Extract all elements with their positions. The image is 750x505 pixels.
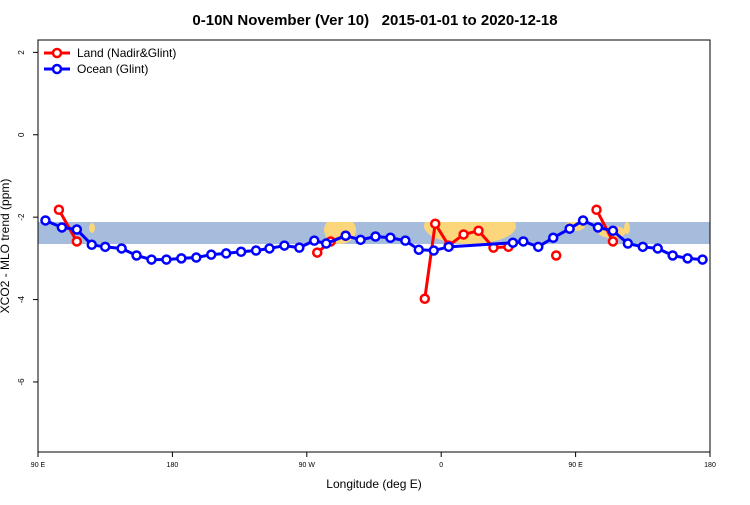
legend-swatch-point (51, 47, 63, 59)
data-point (116, 243, 127, 254)
data-point (652, 243, 663, 254)
data-point (235, 246, 247, 258)
data-point (131, 250, 142, 261)
x-tick-label: 90 W (299, 462, 316, 469)
data-point (161, 254, 172, 265)
chart-title: 0-10N November (Ver 10) 2015-01-01 to 20… (192, 12, 557, 29)
data-point (607, 236, 619, 247)
data-point (71, 236, 83, 247)
data-point (250, 245, 262, 256)
data-point (99, 241, 111, 253)
legend-label: Land (Nadir&Glint) (77, 46, 176, 60)
data-point (294, 242, 305, 253)
data-point (518, 236, 529, 247)
data-point (428, 245, 439, 256)
x-tick-label: 90 E (568, 462, 583, 469)
data-point (607, 225, 619, 237)
legend-label: Ocean (Glint) (77, 62, 148, 76)
data-point (355, 234, 366, 246)
data-point (146, 254, 157, 265)
data-point (370, 231, 381, 242)
data-point (279, 240, 290, 251)
data-point (547, 232, 559, 244)
data-point (413, 244, 425, 255)
data-point (637, 241, 649, 253)
y-axis-label: XCO2 - MLO trend (ppm) (0, 179, 12, 314)
plot-frame (37, 39, 711, 453)
y-tick-label: -4 (17, 295, 26, 303)
data-point (40, 215, 51, 226)
data-point (53, 204, 65, 215)
x-tick-label: 90 E (31, 462, 46, 469)
data-point (507, 237, 519, 248)
x-tick-label: 180 (167, 462, 179, 469)
data-point (312, 247, 323, 258)
data-point (473, 225, 484, 237)
data-point (697, 254, 708, 265)
data-point (320, 238, 332, 249)
data-point (682, 253, 693, 264)
data-point (443, 241, 454, 253)
x-axis-label: Longitude (deg E) (326, 477, 421, 491)
data-point (309, 235, 320, 246)
data-point (56, 222, 68, 233)
data-point (419, 293, 431, 304)
y-tick-label: -6 (17, 378, 26, 386)
data-point (205, 249, 217, 260)
data-point (622, 238, 634, 249)
data-point (385, 232, 396, 244)
data-point (176, 253, 187, 264)
y-tick-label: -2 (17, 213, 26, 221)
data-point (577, 215, 589, 226)
data-point (264, 243, 275, 254)
map-strip (0, 0, 750, 244)
data-point (71, 224, 83, 235)
data-point (667, 250, 678, 261)
data-point (429, 218, 441, 230)
data-point (591, 204, 602, 215)
data-point (550, 250, 562, 261)
data-point (592, 222, 604, 233)
data-point (86, 239, 98, 251)
data-point (400, 235, 411, 246)
x-tick-label: 180 (704, 462, 716, 469)
y-tick-label: 0 (17, 132, 26, 137)
x-tick-label: 0 (439, 462, 443, 469)
y-tick-label: 2 (17, 50, 26, 55)
data-point (340, 230, 351, 241)
data-point (458, 229, 469, 240)
data-point (191, 252, 202, 263)
data-point (220, 248, 232, 259)
data-point (564, 223, 575, 234)
data-point (533, 241, 544, 253)
legend-swatch-point (51, 63, 63, 75)
